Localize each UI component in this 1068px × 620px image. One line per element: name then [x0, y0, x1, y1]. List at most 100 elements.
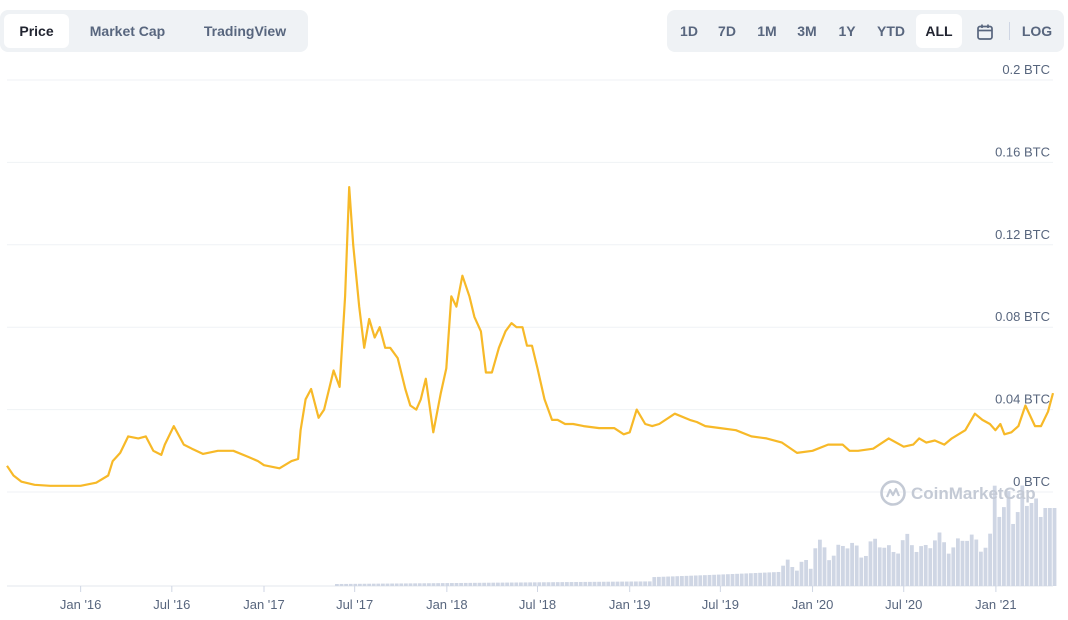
volume-bar: [808, 568, 813, 586]
x-tick-label: Jan '17: [243, 597, 285, 612]
range-1m-button[interactable]: 1M: [757, 23, 777, 39]
volume-bar: [772, 572, 776, 586]
coinmarketcap-logo-icon: [880, 480, 906, 506]
volume-bar: [551, 582, 555, 586]
range-all-button[interactable]: ALL: [916, 14, 962, 48]
calendar-button[interactable]: [968, 14, 1002, 48]
volume-bar: [477, 582, 482, 586]
volume-bar: [1011, 523, 1015, 586]
volume-bar: [431, 583, 436, 586]
volume-bar: [946, 553, 951, 586]
range-ytd-button[interactable]: YTD: [877, 23, 905, 39]
volume-bar: [698, 575, 703, 586]
volume-bar: [413, 583, 417, 586]
volume-bar: [841, 545, 845, 586]
volume-bar: [942, 542, 946, 586]
y-tick-label: 0 BTC: [1013, 474, 1050, 489]
volume-bar: [749, 573, 753, 586]
x-tick-label: Jul '20: [885, 597, 922, 612]
y-tick-label: 0.2 BTC: [1002, 62, 1050, 77]
chart-type-tabs: Price Market Cap TradingView: [0, 10, 308, 52]
volume-bar: [928, 548, 933, 586]
volume-bar: [339, 583, 344, 586]
volume-bar: [482, 582, 486, 586]
volume-bar: [785, 559, 790, 586]
volume-bar: [1020, 485, 1025, 586]
volume-bar: [367, 583, 371, 586]
volume-bars: [335, 485, 1057, 586]
volume-bar: [873, 538, 877, 586]
volume-bar: [643, 581, 647, 586]
volume-bar: [376, 583, 381, 586]
volume-bar: [937, 532, 942, 586]
volume-bar: [1043, 508, 1048, 586]
volume-bar: [864, 555, 868, 586]
volume-bar: [385, 583, 390, 586]
volume-bar: [597, 581, 601, 586]
volume-bar: [611, 581, 615, 586]
volume-bar: [1002, 507, 1006, 586]
volume-bar: [569, 582, 574, 586]
range-3m-button[interactable]: 3M: [797, 23, 817, 39]
volume-bar: [666, 576, 670, 586]
volume-bar: [781, 565, 785, 586]
volume-bar: [523, 582, 528, 586]
volume-bar: [1029, 503, 1034, 586]
volume-bar: [546, 582, 551, 586]
volume-bar: [804, 559, 808, 586]
volume-bar: [358, 583, 362, 586]
volume-bar: [381, 583, 385, 586]
volume-bar: [712, 574, 716, 586]
tab-price[interactable]: Price: [4, 14, 69, 48]
x-tick-label: Jan '21: [975, 597, 1017, 612]
volume-bar: [362, 583, 367, 586]
volume-bar: [969, 534, 974, 586]
tab-market-cap[interactable]: Market Cap: [89, 23, 166, 39]
volume-bar: [877, 547, 882, 586]
volume-bar: [542, 582, 546, 586]
volume-bar: [344, 583, 348, 586]
watermark: CoinMarketCap: [880, 480, 1036, 506]
volume-bar: [620, 581, 624, 586]
volume-bar: [914, 551, 919, 586]
volume-bar: [974, 539, 979, 586]
volume-bar: [514, 582, 519, 586]
volume-bar: [836, 544, 841, 586]
x-tick-label: Jan '16: [60, 597, 102, 612]
volume-bar: [578, 581, 583, 586]
x-tick-label: Jan '20: [792, 597, 834, 612]
y-axis: 0 BTC 0.04 BTC 0.08 BTC 0.12 BTC 0.16 BTC 0.2…: [995, 62, 1050, 489]
volume-bar: [1025, 505, 1029, 586]
volume-bar: [440, 583, 445, 586]
volume-bar: [822, 547, 827, 586]
volume-bar: [463, 582, 468, 586]
volume-bar: [450, 583, 454, 586]
x-tick-label: Jan '19: [609, 597, 651, 612]
volume-bar: [371, 583, 376, 586]
volume-bar: [353, 583, 358, 586]
range-1y-button[interactable]: 1Y: [838, 23, 856, 39]
volume-bar: [615, 581, 620, 586]
volume-bar: [1052, 508, 1057, 586]
volume-bar: [896, 553, 900, 586]
volume-bar: [555, 582, 560, 586]
volume-bar: [565, 582, 569, 586]
volume-bar: [436, 583, 440, 586]
volume-bar: [560, 582, 565, 586]
log-scale-toggle[interactable]: LOG: [1021, 23, 1053, 39]
range-1d-button[interactable]: 1D: [680, 23, 698, 39]
volume-bar: [758, 572, 762, 586]
x-axis: Jan '16 Jul '16 Jan '17 Jul '17 Jan '18 Jul '…: [60, 586, 1017, 612]
volume-bar: [390, 583, 394, 586]
volume-bar: [707, 574, 712, 586]
volume-bar: [505, 582, 509, 586]
volume-bar: [739, 573, 744, 586]
volume-bar: [919, 546, 923, 586]
range-7d-button[interactable]: 7D: [718, 23, 736, 39]
volume-bar: [399, 583, 404, 586]
volume-bar: [831, 555, 836, 586]
y-tick-label: 0.12 BTC: [995, 227, 1050, 242]
tab-tradingview[interactable]: TradingView: [203, 23, 287, 39]
volume-bar: [473, 582, 477, 586]
volume-bar: [767, 572, 772, 586]
